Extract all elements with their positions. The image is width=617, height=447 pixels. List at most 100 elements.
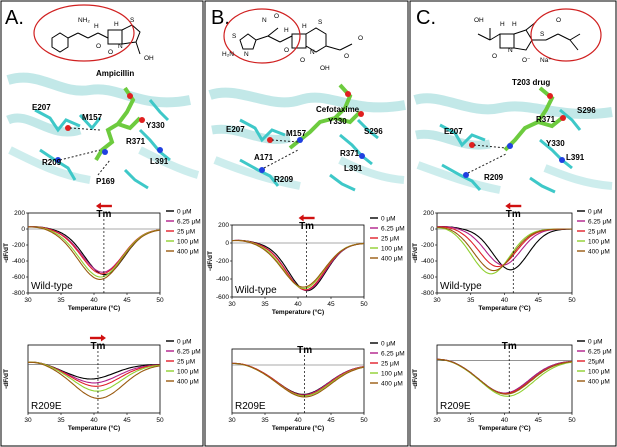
legend-label: 400 μM — [588, 249, 610, 256]
y-tick-label: 0 — [430, 226, 434, 233]
legend-label: 25 μM — [381, 361, 399, 368]
condition-label: R209E — [235, 401, 266, 412]
atom-label: OH — [320, 65, 330, 72]
atom-label: N — [508, 47, 513, 54]
y-tick-label: 0 — [21, 226, 25, 233]
tm-label: Tm — [297, 345, 312, 356]
series-group — [437, 358, 572, 397]
legend-label: 6.25 μM — [588, 349, 612, 356]
chemical-atoms-b: O N S H₂N H H N S N O O OH O O — [222, 13, 363, 72]
x-axis-label: Temperature (°C) — [68, 424, 120, 432]
x-tick-label: 40 — [294, 301, 302, 308]
residue-label: E207 — [226, 125, 245, 134]
x-tick-label: 45 — [535, 297, 543, 304]
atom-label: S — [540, 31, 545, 38]
chemical-atoms-a: NH₂ H H S N O O OH — [78, 17, 154, 62]
atom-label: N — [118, 43, 123, 50]
residue-label: E207 — [444, 127, 463, 136]
chart-b-bottom: 30 35 40 45 50 Temperature (°C) 0 μM 6.25 μM 25 … — [228, 341, 404, 433]
legend-label: 400 μM — [381, 256, 403, 263]
x-tick-label: 35 — [261, 301, 269, 308]
condition-label: R209E — [31, 401, 62, 412]
residue-label: M157 — [82, 113, 103, 122]
atom-label: O — [274, 13, 279, 20]
series-line-1 — [28, 226, 160, 273]
residue-label: R209 — [484, 173, 504, 182]
residue-label: R371 — [536, 115, 556, 124]
series-line-3 — [232, 362, 364, 397]
series-group — [232, 362, 364, 398]
legend-label: 0 μM — [177, 209, 192, 216]
x-tick-label: 50 — [568, 417, 576, 424]
atom-label: N — [262, 17, 267, 24]
y-tick-label: 200 — [14, 210, 25, 217]
atom-label: H — [114, 21, 119, 28]
atom-label: N — [244, 51, 249, 58]
drug-label-a: Ampicillin — [96, 69, 134, 78]
tm-label: Tm — [502, 341, 517, 352]
residue-label: P169 — [96, 177, 115, 186]
series-line-0 — [437, 226, 572, 271]
y-tick-label: -800 — [421, 290, 434, 297]
legend-label: 25μM — [588, 359, 604, 366]
residue-label: L391 — [344, 164, 363, 173]
x-tick-label: 30 — [433, 297, 441, 304]
panel-letter-a: A. — [5, 7, 24, 29]
x-axis-label: Temperature (°C) — [272, 308, 324, 316]
condition-label: Wild-type — [440, 281, 482, 292]
y-tick-label: -600 — [216, 294, 229, 301]
x-tick-label: 50 — [360, 417, 368, 424]
legend-label: 6.25 μM — [177, 219, 201, 226]
legend-label: 0 μM — [177, 339, 192, 346]
legend-label: 100 μM — [588, 369, 610, 376]
legend-label: 25 μM — [381, 236, 399, 243]
tm-label: Tm — [506, 209, 521, 220]
residue-label: L391 — [566, 153, 585, 162]
series-line-2 — [232, 362, 364, 396]
legend-label: 400 μM — [588, 379, 610, 386]
series-line-3 — [28, 361, 160, 392]
x-tick-label: 40 — [90, 417, 98, 424]
legend-label: 100 μM — [588, 239, 610, 246]
residue-label: S296 — [577, 106, 596, 115]
legend-label: 6.25 μM — [381, 351, 405, 358]
atom-label: O — [344, 53, 349, 60]
panel-b-border — [204, 0, 409, 447]
atom-label: O — [284, 47, 289, 54]
protein-structure-b — [208, 83, 406, 192]
tm-label: Tm — [299, 221, 314, 232]
legend-label: 0 μM — [588, 209, 603, 216]
atom-label: O — [556, 17, 561, 24]
legend-label: 0 μM — [381, 341, 396, 348]
y-axis-label: -dF/dT — [412, 243, 419, 263]
panel-a-border — [0, 0, 204, 447]
chart-c-top: 30 35 40 45 50 -800 -600 -400 -200 0 200 Temperatur… — [412, 202, 612, 312]
x-tick-label: 30 — [24, 417, 32, 424]
y-tick-label: 200 — [218, 222, 229, 229]
y-tick-label: 0 — [225, 240, 229, 247]
tm-label: Tm — [90, 341, 105, 352]
x-tick-label: 50 — [360, 301, 368, 308]
atom-label: N — [310, 49, 315, 56]
series-line-1 — [232, 239, 364, 291]
series-line-2 — [437, 226, 572, 268]
tm-label: Tm — [96, 209, 111, 220]
atom-label: H — [284, 27, 289, 34]
x-tick-label: 50 — [568, 297, 576, 304]
y-axis-label: -dF/dT — [3, 369, 10, 389]
series-line-0 — [28, 226, 160, 276]
tm-shift-arrow-head — [298, 214, 304, 222]
x-tick-label: 45 — [327, 417, 335, 424]
y-tick-label: -400 — [216, 276, 229, 283]
x-tick-label: 35 — [57, 297, 65, 304]
atom-label: O — [358, 35, 363, 42]
y-axis-label: -dF/dT — [3, 243, 10, 263]
atom-label: S — [318, 19, 323, 26]
atom-label: Na⁺ — [540, 57, 552, 64]
residue-label: R209 — [42, 158, 62, 167]
x-tick-label: 45 — [123, 417, 131, 424]
atom-label: OH — [474, 17, 484, 24]
x-tick-label: 30 — [24, 297, 32, 304]
chemical-structure-b — [223, 8, 353, 64]
